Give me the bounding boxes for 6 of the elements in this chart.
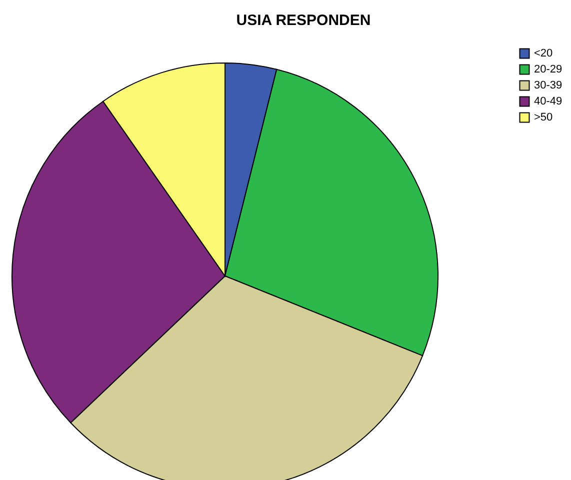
chart-title: USIA RESPONDEN <box>236 12 371 29</box>
legend-label: 30-39 <box>534 80 562 92</box>
legend-label: <20 <box>534 48 553 60</box>
legend-label: 40-49 <box>534 96 562 108</box>
legend-label: >50 <box>534 112 553 124</box>
legend-label: 20-29 <box>534 64 562 76</box>
